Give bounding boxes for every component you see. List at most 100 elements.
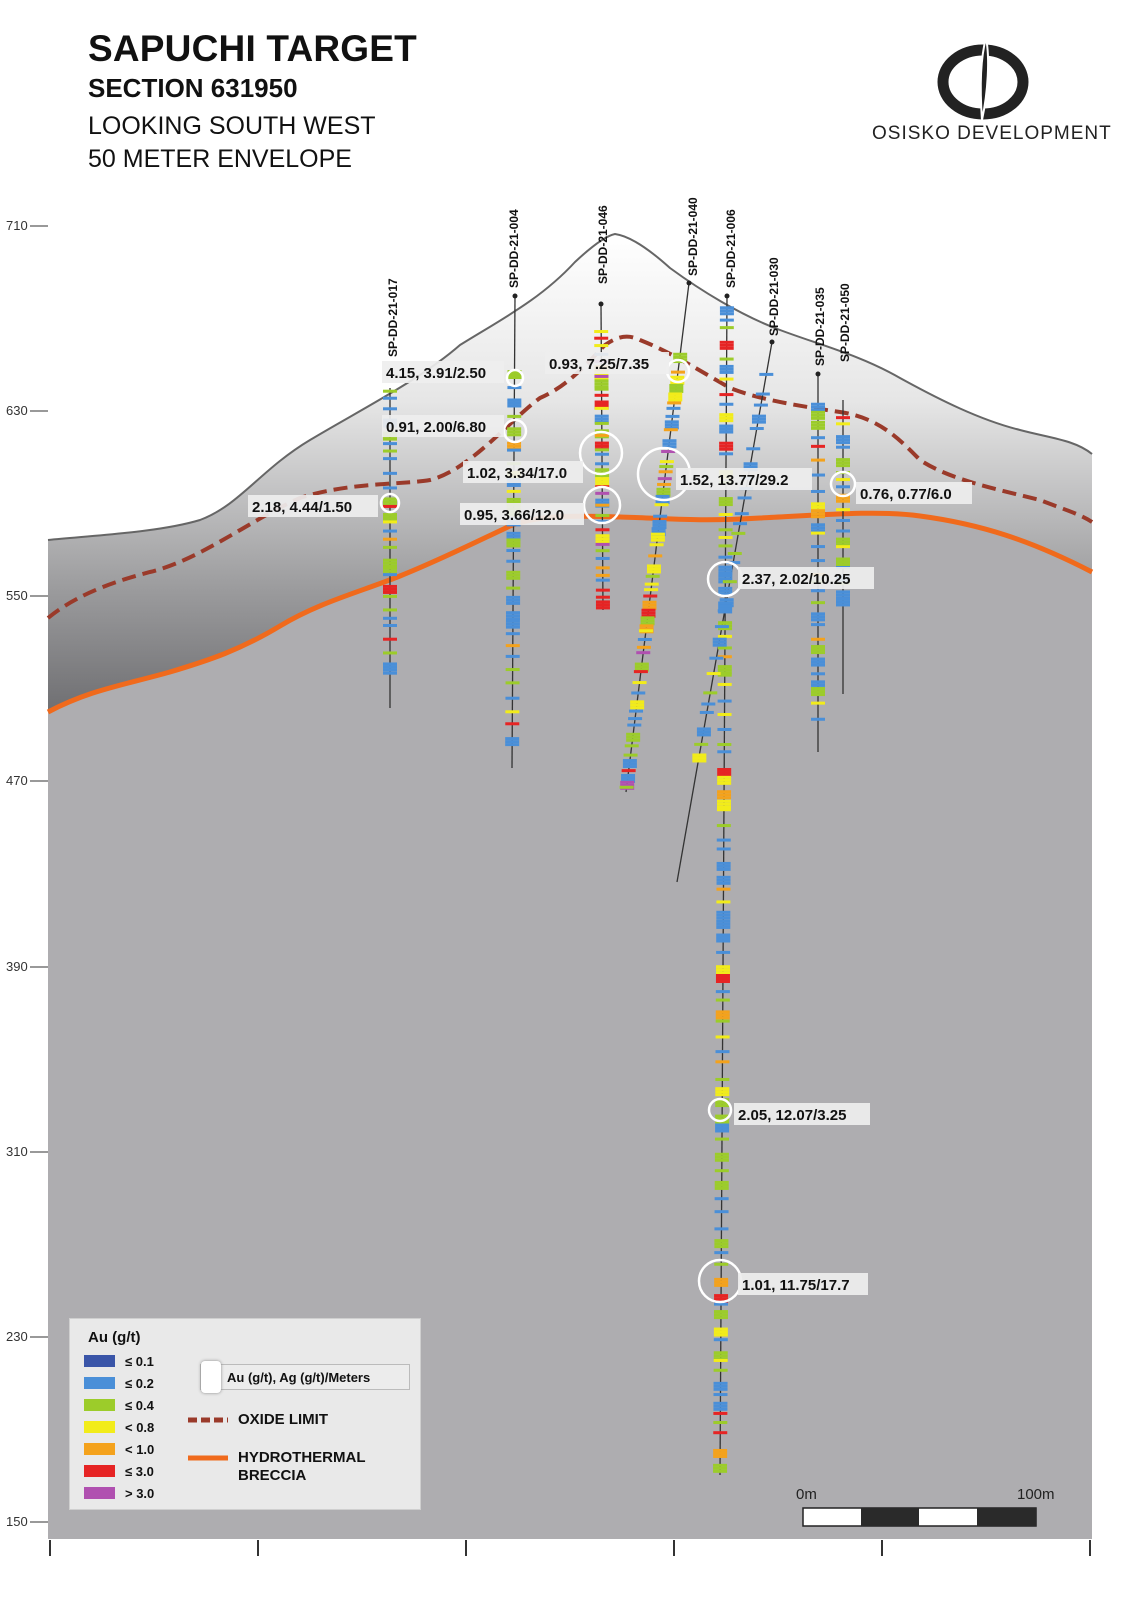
assay-interval: [383, 471, 397, 475]
assay-interval: [712, 643, 727, 647]
assay-interval: [636, 651, 651, 655]
assay-interval: [713, 1310, 728, 1314]
assay-interval: [383, 504, 397, 508]
intercept-label: 0.76, 0.77/6.0: [860, 486, 952, 503]
legend-class-label: ≤ 0.1: [125, 1353, 154, 1369]
legend-breccia-label-2: BRECCIA: [238, 1467, 307, 1484]
assay-interval: [713, 1407, 728, 1411]
assay-interval: [383, 442, 397, 446]
assay-interval: [751, 420, 766, 424]
assay-interval: [595, 534, 610, 538]
assay-interval: [811, 672, 825, 676]
assay-interval: [594, 336, 609, 340]
assay-interval: [718, 571, 733, 575]
assay-interval: [715, 998, 730, 1002]
assay-interval: [653, 514, 668, 518]
assay-interval: [713, 1338, 728, 1342]
assay-interval: [719, 447, 734, 451]
assay-interval: [718, 497, 733, 501]
scale-bar: [802, 1507, 1037, 1527]
assay-interval: [719, 452, 734, 456]
assay-interval: [717, 646, 732, 650]
assay-interval: [595, 578, 610, 582]
assay-interval: [383, 637, 397, 641]
y-tick-label: 550: [6, 588, 28, 603]
assay-interval: [383, 537, 397, 541]
assay-interval: [507, 414, 522, 418]
assay-interval: [811, 512, 825, 516]
assay-interval: [714, 1277, 729, 1281]
assay-interval: [836, 557, 850, 561]
assay-interval: [717, 750, 732, 754]
legend-key-label: Au (g/t), Ag (g/t)/Meters: [227, 1369, 371, 1385]
assay-interval: [714, 1283, 729, 1287]
assay-interval: [811, 420, 825, 424]
assay-interval: [505, 740, 520, 744]
assay-interval: [657, 482, 672, 486]
assay-interval: [505, 644, 520, 648]
assay-interval: [595, 566, 610, 570]
topographic-surface: [47, 232, 1093, 541]
assay-interval: [506, 483, 521, 487]
assay-interval: [715, 1093, 730, 1097]
assay-interval: [594, 448, 609, 452]
assay-interval: [659, 465, 674, 469]
assay-interval: [717, 799, 732, 803]
hole-label-040: SP-DD-21-040: [686, 197, 700, 276]
assay-interval: [715, 1114, 730, 1118]
assay-interval: [714, 1245, 729, 1249]
assay-interval: [595, 477, 610, 481]
assay-interval: [507, 430, 522, 434]
assay-interval: [713, 1384, 728, 1388]
assay-interval: [719, 598, 734, 602]
assay-interval: [506, 541, 521, 545]
assay-interval: [811, 660, 825, 664]
assay-interval: [670, 375, 685, 379]
y-tick-label: 150: [6, 1514, 28, 1529]
assay-interval: [383, 671, 397, 675]
assay-interval: [719, 419, 734, 423]
assay-interval: [383, 529, 397, 533]
intercept-label-bg: [460, 503, 584, 525]
assay-interval: [624, 744, 639, 748]
assay-interval: [383, 616, 397, 620]
assay-interval: [718, 513, 733, 517]
intercept-label-bg: [463, 461, 583, 483]
assay-interval: [811, 408, 825, 412]
hole-label-030: SP-DD-21-030: [767, 257, 781, 336]
assay-interval: [716, 900, 731, 904]
assay-interval: [651, 527, 666, 531]
assay-interval: [383, 497, 397, 501]
assay-interval: [638, 629, 653, 633]
assay-interval: [594, 374, 609, 378]
assay-interval: [716, 925, 731, 929]
assay-interval: [595, 491, 610, 495]
assay-interval: [670, 370, 685, 374]
assay-interval: [383, 623, 397, 627]
assay-interval: [694, 742, 709, 746]
assay-interval: [626, 738, 641, 742]
legend-swatch: [84, 1487, 115, 1499]
assay-interval: [811, 648, 825, 652]
assay-interval: [811, 505, 825, 509]
assay-interval: [383, 513, 397, 517]
assay-interval: [715, 1077, 730, 1081]
assay-interval: [673, 352, 688, 356]
assay-interval: [383, 573, 397, 577]
assay-interval: [595, 501, 610, 505]
assay-interval: [718, 589, 733, 593]
assay-interval: [714, 1152, 729, 1156]
assay-interval: [717, 781, 732, 785]
assay-interval: [713, 1351, 728, 1355]
assay-interval: [662, 442, 677, 446]
legend-intercept-key: Au (g/t), Ag (g/t)/Meters: [200, 1361, 410, 1393]
legend-oxide-label: OXIDE LIMIT: [238, 1411, 328, 1428]
assay-interval: [654, 503, 669, 507]
assay-interval: [718, 586, 733, 590]
assay-interval: [715, 1090, 730, 1094]
assay-interval: [594, 441, 609, 445]
assay-interval: [626, 732, 641, 736]
assay-interval: [717, 743, 732, 747]
assay-interval: [716, 968, 731, 972]
